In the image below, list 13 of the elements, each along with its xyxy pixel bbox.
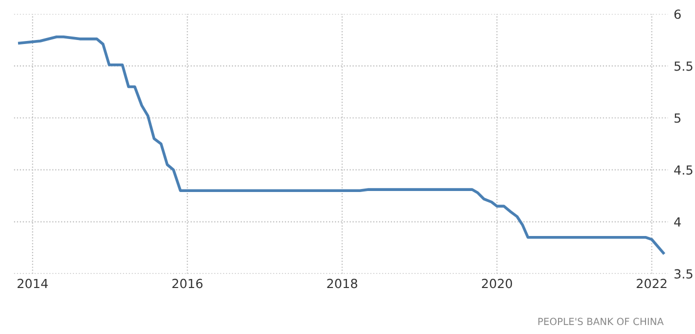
y-tick-label: 3.5 <box>674 269 692 279</box>
x-tick-label: 2018 <box>327 278 358 288</box>
x-tick-label: 2016 <box>172 278 202 288</box>
y-tick-label: 5.5 <box>674 62 692 71</box>
y-tick-label: 4.5 <box>674 165 692 175</box>
y-tick-label: 6 <box>674 9 681 19</box>
line-series <box>18 35 665 254</box>
y-tick-label: 4 <box>674 217 681 227</box>
x-tick-label: 2022 <box>636 278 666 288</box>
text: PEOPLE'S BANK OF CHINA <box>538 318 664 326</box>
y-tick-label: 5 <box>674 114 680 123</box>
x-tick-label: 2014 <box>18 278 48 288</box>
x-tick-label: 2020 <box>482 278 512 288</box>
